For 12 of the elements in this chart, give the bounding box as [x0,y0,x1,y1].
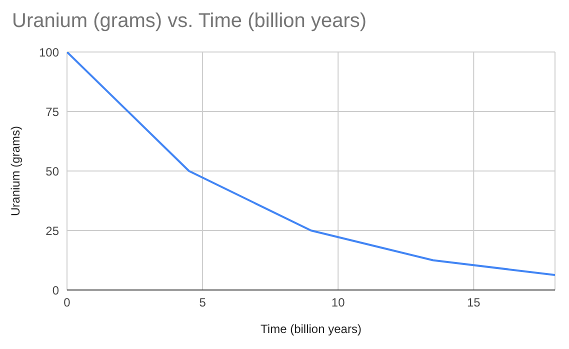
x-tick-label: 10 [331,296,346,310]
x-axis-title: Time (billion years) [260,322,362,336]
chart-title: Uranium (grams) vs. Time (billion years) [12,10,367,33]
y-axis-title: Uranium (grams) [8,126,22,216]
x-tick-label: 5 [199,296,206,310]
y-tick-label: 0 [52,283,60,298]
y-tick-label: 100 [38,45,60,60]
x-tick-label: 0 [64,296,71,310]
y-tick-label: 25 [46,224,60,238]
y-tick-label: 75 [46,104,60,119]
x-tick-label: 15 [466,296,481,310]
y-tick-label: 50 [46,164,60,178]
